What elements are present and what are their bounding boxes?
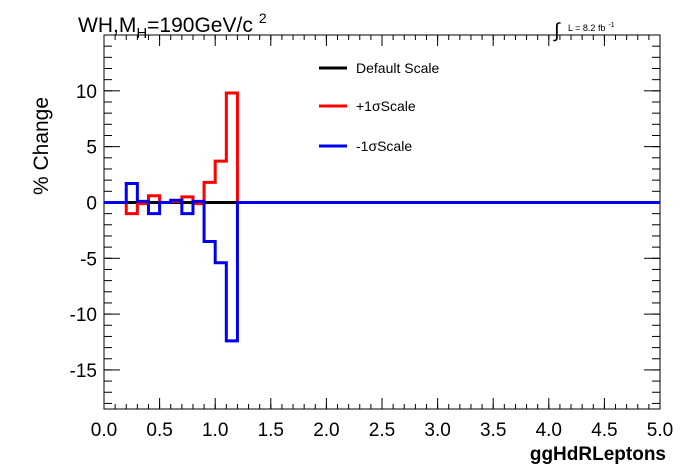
- y-tick-label: 0: [86, 193, 97, 214]
- legend-label-default: Default Scale: [356, 60, 439, 76]
- y-tick-label: -5: [80, 249, 97, 270]
- legend-label-plus1sigma: +1σScale: [356, 98, 416, 114]
- title-rest: =190GeV/c: [147, 14, 253, 37]
- series-layer: [104, 91, 660, 343]
- y-axis-label: % Change: [30, 97, 53, 195]
- x-tick-label: 3.0: [424, 420, 450, 441]
- x-tick-label: 4.5: [591, 420, 617, 441]
- x-tick-label: 1.0: [202, 420, 228, 441]
- x-tick-label: 3.5: [480, 420, 506, 441]
- title-main: WH,M: [78, 14, 136, 37]
- lumi-label: L = 8.2 fb -1: [568, 22, 615, 33]
- y-tick-label: -10: [70, 305, 97, 326]
- legend-label-minus1sigma: -1σScale: [356, 138, 412, 154]
- y-tick-label: 10: [76, 82, 97, 103]
- title-superscript: 2: [259, 10, 267, 26]
- x-tick-label: 4.0: [536, 420, 562, 441]
- x-tick-label: 2.0: [313, 420, 339, 441]
- y-tick-label: -15: [70, 361, 97, 382]
- legend: Default Scale +1σScale -1σScale: [319, 60, 439, 154]
- y-tick-labels: -15 -10 -5 0 5 10: [70, 82, 97, 382]
- plot-frame: [103, 34, 661, 410]
- axis-ticks: [103, 35, 661, 409]
- chart-title: WH,MH=190GeV/c 2: [78, 10, 267, 42]
- series-line-2: [104, 181, 660, 343]
- x-tick-label: 2.5: [369, 420, 395, 441]
- lumi-integral: ∫: [553, 20, 561, 42]
- x-tick-label: 5.0: [647, 420, 673, 441]
- x-axis-label: ggHdRLeptons: [530, 444, 666, 465]
- x-tick-label: 0.5: [146, 420, 172, 441]
- x-tick-labels: 0.0 0.5 1.0 1.5 2.0 2.5 3.0 3.5 4.0 4.5 5.0: [91, 420, 673, 441]
- title-subscript: H: [136, 25, 147, 42]
- x-tick-label: 1.5: [258, 420, 284, 441]
- x-tick-label: 0.0: [91, 420, 117, 441]
- y-tick-label: 5: [86, 138, 97, 159]
- lumi-superscript: -1: [608, 22, 614, 29]
- lumi-text: L = 8.2 fb: [568, 23, 605, 33]
